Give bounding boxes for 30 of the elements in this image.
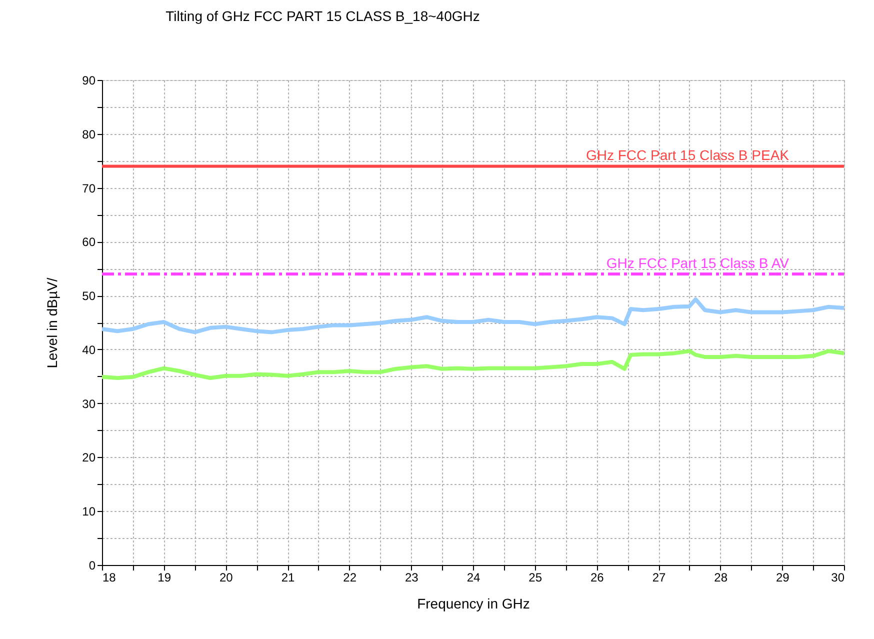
y-tick-label: 40: [82, 342, 96, 357]
y-axis-title: Level in dBµV/: [44, 278, 60, 368]
x-axis-title: Frequency in GHz: [417, 596, 530, 612]
x-tick-label: 26: [590, 570, 604, 584]
x-tick-label: 30: [831, 570, 845, 584]
line-series: [100, 349, 846, 380]
y-tick-label: 80: [82, 127, 96, 142]
x-tick-label: 18: [102, 570, 116, 584]
y-tick-label: 70: [82, 181, 96, 196]
x-tick-label: 29: [776, 570, 790, 584]
y-tick-label: 50: [82, 289, 96, 304]
x-tick-label: 28: [714, 570, 728, 584]
x-tick-label: 25: [528, 570, 542, 584]
x-tick-label: 23: [404, 570, 419, 584]
ref-line-label: GHz FCC Part 15 Class B AV: [606, 255, 790, 271]
y-tick-label: 90: [82, 74, 96, 88]
x-tick-label: 19: [158, 570, 172, 584]
x-tick-label: 22: [343, 570, 357, 584]
y-tick-label: 60: [82, 235, 96, 250]
y-tick-label: 0: [88, 558, 96, 572]
chart-title: Tilting of GHz FCC PART 15 CLASS B_18~40GHz: [166, 8, 480, 24]
x-tick-label: 24: [466, 570, 480, 584]
ref-line-label: GHz FCC Part 15 Class B PEAK: [586, 147, 790, 164]
x-tick-label: 20: [219, 570, 234, 584]
x-tick-label: 27: [652, 570, 666, 584]
line-series: [100, 297, 846, 334]
y-tick-label: 20: [82, 450, 96, 465]
y-tick-label: 10: [82, 504, 96, 519]
x-tick-label: 21: [281, 570, 295, 584]
y-tick-label: 30: [82, 396, 96, 411]
